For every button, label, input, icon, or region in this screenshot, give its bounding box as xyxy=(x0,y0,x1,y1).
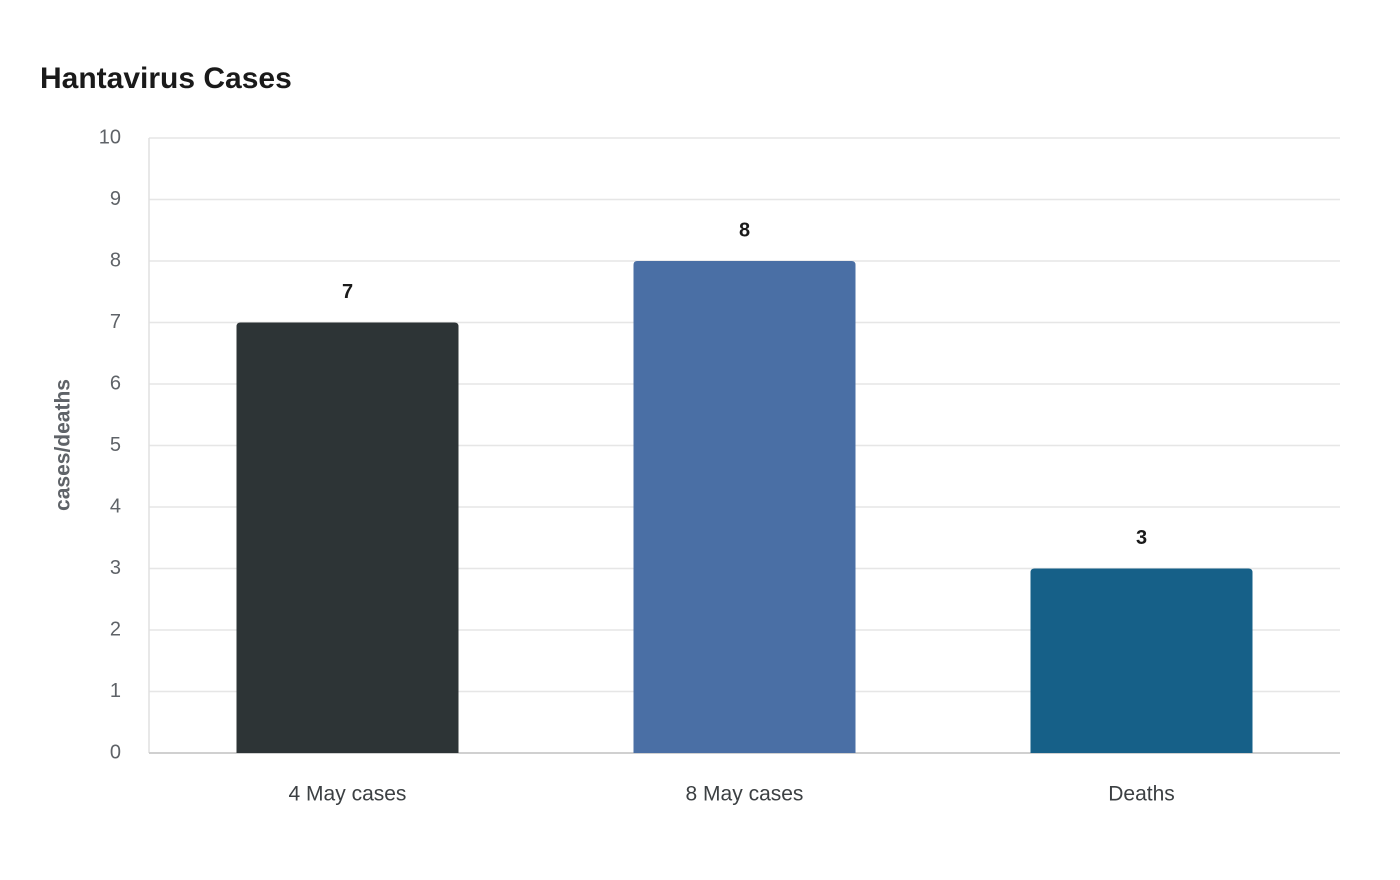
y-tick-label: 0 xyxy=(110,741,121,763)
y-tick-label: 6 xyxy=(110,372,121,394)
bar xyxy=(633,261,856,753)
y-tick-label: 8 xyxy=(110,249,121,271)
x-tick-label: 4 May cases xyxy=(289,783,407,806)
y-axis-label: cases/deaths xyxy=(52,379,75,511)
y-tick-label: 10 xyxy=(99,126,121,148)
data-label: 8 xyxy=(739,219,750,241)
y-tick-label: 1 xyxy=(110,680,121,702)
y-tick-label: 4 xyxy=(110,495,121,517)
y-tick-label: 7 xyxy=(110,311,121,333)
bar xyxy=(236,322,459,753)
bar xyxy=(1030,568,1253,753)
data-label: 3 xyxy=(1136,527,1147,549)
y-tick-label: 3 xyxy=(110,557,121,579)
x-tick-label: Deaths xyxy=(1108,783,1175,806)
data-label: 7 xyxy=(342,281,353,303)
y-tick-label: 9 xyxy=(110,188,121,210)
y-tick-label: 2 xyxy=(110,618,121,640)
y-tick-label: 5 xyxy=(110,434,121,456)
x-tick-label: 8 May cases xyxy=(686,783,804,806)
chart-title: Hantavirus Cases xyxy=(40,62,292,95)
